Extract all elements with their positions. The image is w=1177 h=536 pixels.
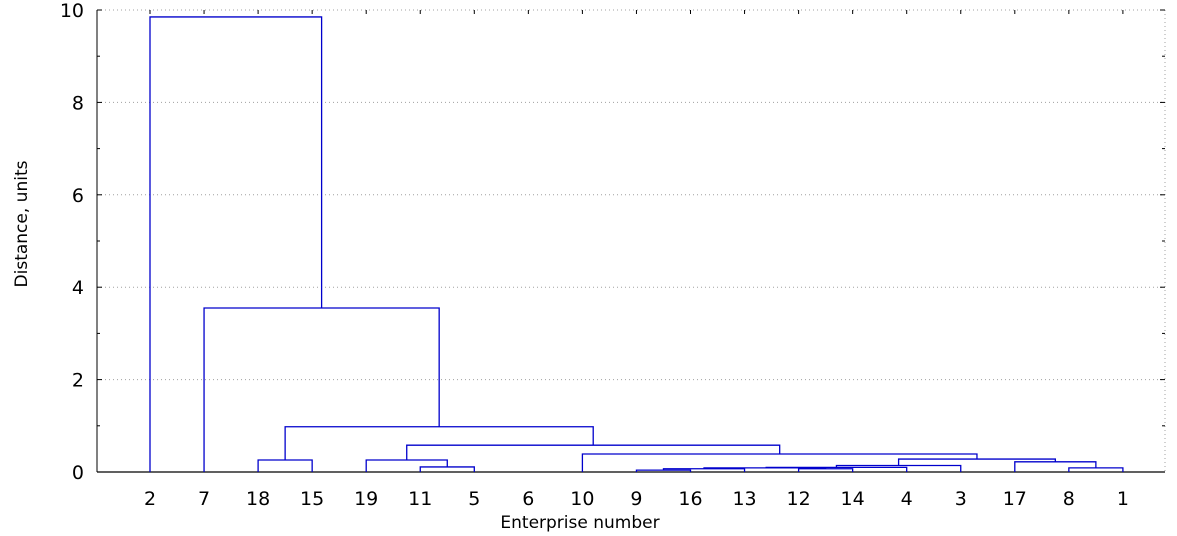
leaf-label-12: 12 — [787, 488, 811, 510]
leaf-label-5: 5 — [468, 488, 480, 510]
leaf-label-3: 3 — [955, 488, 967, 510]
y-tick-label-4: 8 — [72, 92, 84, 114]
leaf-label-8: 8 — [1063, 488, 1075, 510]
y-tick-label-0: 0 — [72, 462, 84, 484]
dendrogram-link-8 — [1014, 461, 1097, 472]
dendrogram-link-10 — [257, 459, 313, 472]
y-tick-label-2: 4 — [72, 277, 84, 299]
leaf-label-14: 14 — [841, 488, 865, 510]
y-tick-label-1: 2 — [72, 370, 84, 392]
leaf-label-1: 1 — [1117, 488, 1129, 510]
dendrogram-link-7 — [1068, 467, 1124, 472]
leaf-label-17: 17 — [1003, 488, 1027, 510]
y-tick-label-3: 6 — [72, 185, 84, 207]
leaf-label-7: 7 — [198, 488, 210, 510]
leaf-label-10: 10 — [570, 488, 594, 510]
leaf-label-16: 16 — [678, 488, 702, 510]
dendrogram-link-15 — [203, 307, 440, 472]
dendrogram-link-16 — [149, 16, 323, 472]
leaf-label-13: 13 — [732, 488, 756, 510]
dendrogram-link-11 — [365, 459, 448, 472]
dendrogram-link-14 — [284, 426, 594, 460]
dendrogram-link-3 — [703, 467, 827, 469]
leaf-label-15: 15 — [300, 488, 324, 510]
y-axis-title: Distance, units — [12, 160, 32, 287]
dendrogram-link-6 — [419, 466, 475, 472]
leaf-label-11: 11 — [408, 488, 432, 510]
leaf-label-19: 19 — [354, 488, 378, 510]
leaf-label-2: 2 — [144, 488, 156, 510]
leaf-label-4: 4 — [901, 488, 913, 510]
dendrogram-link-12 — [581, 453, 978, 472]
leaf-label-18: 18 — [246, 488, 270, 510]
leaf-label-6: 6 — [522, 488, 534, 510]
x-axis-title: Enterprise number — [500, 513, 659, 533]
dendrogram-link-13 — [406, 444, 781, 460]
y-tick-label-5: 10 — [60, 0, 84, 22]
dendrogram-link-5 — [835, 464, 962, 472]
leaf-label-9: 9 — [630, 488, 642, 510]
